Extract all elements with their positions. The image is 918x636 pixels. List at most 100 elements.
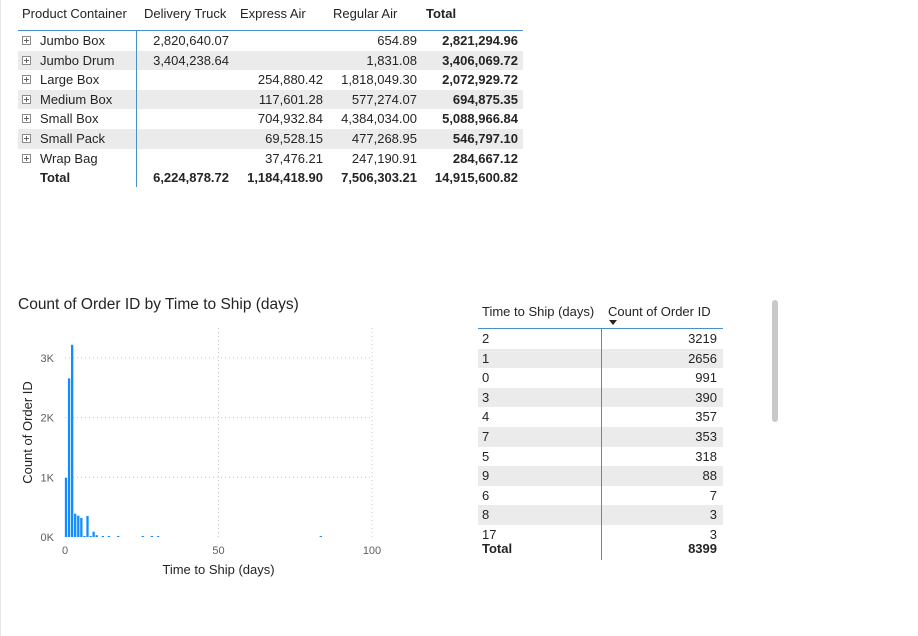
cell-count: 357 xyxy=(695,409,717,425)
product-container-matrix[interactable]: Product Container Delivery Truck Express… xyxy=(18,0,523,188)
header-regular-air[interactable]: Regular Air xyxy=(333,6,398,21)
histogram-bar[interactable] xyxy=(70,344,74,537)
table-row[interactable]: 7 353 xyxy=(478,426,723,447)
cell-regular-air: 4,384,034.00 xyxy=(341,111,417,127)
cell-count: 3219 xyxy=(688,331,717,346)
cell-time-to-ship: 8 xyxy=(482,507,490,523)
cell-express-air: 69,528.15 xyxy=(265,130,323,146)
expand-plus-icon[interactable] xyxy=(22,94,31,104)
histogram-bar[interactable] xyxy=(77,515,80,537)
histogram-bar[interactable] xyxy=(64,477,68,537)
cell-count: 318 xyxy=(695,448,717,464)
table-row[interactable]: 4 357 xyxy=(478,407,723,427)
table-column-divider xyxy=(601,329,602,560)
matrix-row[interactable]: Wrap Bag 37,476.21 247,190.91 284,667.12 xyxy=(18,149,523,169)
row-label: Large Box xyxy=(40,72,100,88)
expand-plus-icon[interactable] xyxy=(22,133,31,143)
y-tick-label: 2K xyxy=(41,413,55,425)
row-label: Jumbo Drum xyxy=(40,52,115,68)
y-tick-label: 3K xyxy=(41,353,55,365)
time-to-ship-histogram[interactable]: 0K 1K 2K 3K 0 50 100 Time to Ship (days) Count o… xyxy=(0,320,400,582)
time-to-ship-table[interactable]: Time to Ship (days) Count of Order ID 2 3… xyxy=(478,300,723,560)
total-delivery-truck: 6,224,878.72 xyxy=(153,170,229,186)
cell-express-air: 254,880.42 xyxy=(257,72,323,88)
cell-total: 546,797.10 xyxy=(452,130,518,146)
cell-total: 284,667.12 xyxy=(452,150,518,166)
cell-express-air: 37,476.21 xyxy=(265,150,323,166)
expand-plus-icon[interactable] xyxy=(22,36,31,45)
header-express-air[interactable]: Express Air xyxy=(240,6,306,21)
table-row[interactable]: 3 390 xyxy=(478,387,723,408)
cell-time-to-ship: 0 xyxy=(482,370,490,386)
expand-plus-icon[interactable] xyxy=(22,75,31,85)
histogram-bar[interactable] xyxy=(86,515,89,537)
header-time-to-ship[interactable]: Time to Ship (days) xyxy=(482,304,595,319)
sort-descending-icon[interactable] xyxy=(609,320,617,325)
total-count: 8399 xyxy=(688,540,717,556)
histogram-bar[interactable] xyxy=(89,536,92,537)
cell-total: 2,072,929.72 xyxy=(442,72,518,88)
matrix-row[interactable]: Small Pack 69,528.15 477,268.95 546,797.10 xyxy=(18,128,523,149)
header-product-container[interactable]: Product Container xyxy=(22,6,127,21)
matrix-total-row: Total 6,224,878.72 1,184,418.90 7,506,303.2… xyxy=(18,168,523,188)
header-total[interactable]: Total xyxy=(426,6,457,21)
cell-total: 2,821,294.96 xyxy=(442,33,518,48)
cell-total: 694,875.35 xyxy=(452,91,518,107)
expand-plus-icon[interactable] xyxy=(22,153,31,163)
histogram-bar[interactable] xyxy=(74,513,77,537)
histogram-bar[interactable] xyxy=(80,518,83,537)
row-label: Small Pack xyxy=(40,130,106,146)
matrix-row[interactable]: Jumbo Box 2,820,640.07 654.89 2,821,294.96 xyxy=(18,31,523,51)
histogram-bar[interactable] xyxy=(83,536,86,537)
cell-count: 2656 xyxy=(688,350,717,366)
header-count-order-id[interactable]: Count of Order ID xyxy=(608,304,711,319)
table-row[interactable]: 2 3219 xyxy=(478,329,723,349)
cell-total: 5,088,966.84 xyxy=(442,111,518,127)
x-tick-label: 100 xyxy=(363,545,381,557)
cell-time-to-ship: 5 xyxy=(482,448,490,464)
table-row[interactable]: 1 2656 xyxy=(478,348,723,369)
cell-count: 88 xyxy=(702,468,717,484)
matrix-row[interactable]: Medium Box 117,601.28 577,274.07 694,875.35 xyxy=(18,89,523,110)
table-row[interactable]: 5 318 xyxy=(478,447,723,467)
histogram-bar[interactable] xyxy=(95,535,98,537)
histogram-bar[interactable] xyxy=(156,536,160,537)
table-row[interactable]: 0 991 xyxy=(478,368,723,388)
cell-delivery-truck: 2,820,640.07 xyxy=(153,33,229,48)
matrix-row[interactable]: Small Box 704,932.84 4,384,034.00 5,088,966… xyxy=(18,109,523,129)
table-scrollbar[interactable] xyxy=(772,300,778,422)
total-express-air: 1,184,418.90 xyxy=(247,170,323,186)
histogram-bar[interactable] xyxy=(101,536,104,537)
histogram-bar[interactable] xyxy=(150,536,154,537)
cell-regular-air: 247,190.91 xyxy=(351,150,417,166)
histogram-bar[interactable] xyxy=(67,378,71,537)
cell-count: 390 xyxy=(695,389,717,405)
matrix-row[interactable]: Jumbo Drum 3,404,238.64 1,831.08 3,406,069.… xyxy=(18,50,523,71)
table-row[interactable]: 9 88 xyxy=(478,466,723,486)
histogram-bar[interactable] xyxy=(141,536,144,537)
histogram-bar[interactable] xyxy=(117,536,120,537)
cell-time-to-ship: 1 xyxy=(482,350,490,366)
matrix-row[interactable]: Large Box 254,880.42 1,818,049.30 2,072,929… xyxy=(18,70,523,90)
header-delivery-truck[interactable]: Delivery Truck xyxy=(144,6,227,21)
cell-total: 3,406,069.72 xyxy=(442,52,518,68)
cell-time-to-ship: 3 xyxy=(482,389,490,405)
cell-count: 7 xyxy=(709,487,717,503)
cell-count: 991 xyxy=(695,370,717,386)
histogram-bar[interactable] xyxy=(319,536,322,537)
chart-title: Count of Order ID by Time to Ship (days) xyxy=(18,296,299,313)
table-row[interactable]: 17 3 xyxy=(478,525,723,545)
cell-count: 3 xyxy=(709,526,717,542)
total-label: Total xyxy=(40,170,71,186)
total-regular-air: 7,506,303.21 xyxy=(341,170,417,186)
histogram-bar[interactable] xyxy=(107,536,111,537)
histogram-bar[interactable] xyxy=(92,531,95,537)
x-axis-title: Time to Ship (days) xyxy=(162,562,274,577)
matrix-header: Product Container Delivery Truck Express… xyxy=(18,0,523,31)
cell-count: 353 xyxy=(695,428,717,444)
cell-express-air: 117,601.28 xyxy=(258,91,323,107)
expand-plus-icon[interactable] xyxy=(22,114,31,124)
expand-plus-icon[interactable] xyxy=(22,55,31,65)
